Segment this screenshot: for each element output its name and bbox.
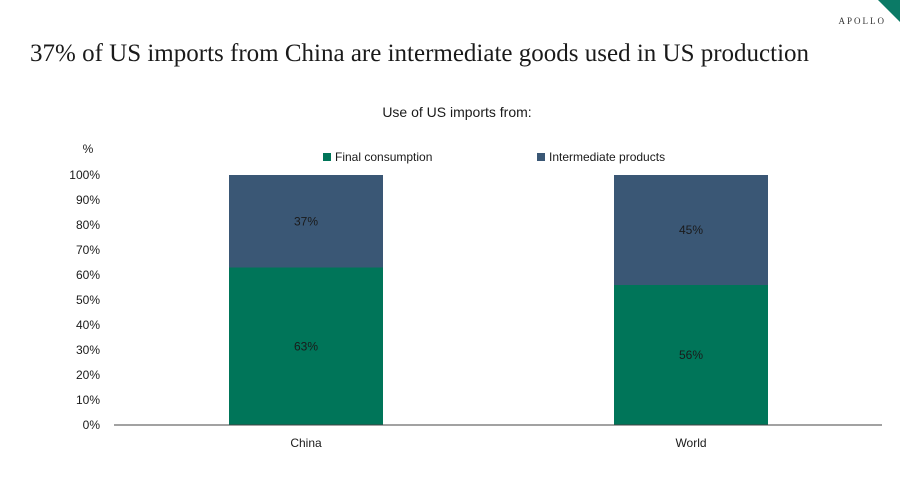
bar-segment-world-final	[614, 285, 768, 425]
legend-swatch	[537, 153, 545, 161]
bar-segment-world-intermediate	[614, 175, 768, 285]
x-tick-label: World	[675, 436, 706, 450]
x-axis: China World	[290, 436, 706, 450]
legend-label: Final consumption	[335, 150, 432, 164]
y-tick-label: 20%	[76, 368, 100, 382]
bars-group: 63% 37% 56% 45%	[229, 175, 768, 425]
y-tick-label: 60%	[76, 268, 100, 282]
data-label: 45%	[679, 223, 703, 237]
y-tick-label: 0%	[83, 418, 101, 432]
data-label: 56%	[679, 348, 703, 362]
y-tick-label: 100%	[69, 168, 100, 182]
bar-segment-china-final	[229, 267, 383, 425]
y-tick-label: 30%	[76, 343, 100, 357]
y-tick-label: 70%	[76, 243, 100, 257]
x-tick-label: China	[290, 436, 322, 450]
chart-title: Use of US imports from:	[382, 104, 531, 120]
y-axis: 0% 10% 20% 30% 40% 50% 60% 70% 80% 90% 100%	[69, 168, 100, 432]
corner-accent	[878, 0, 900, 22]
legend-swatch	[323, 153, 331, 161]
legend-label: Intermediate products	[549, 150, 665, 164]
brand-logo: APOLLO	[838, 16, 886, 26]
y-tick-label: 10%	[76, 393, 100, 407]
y-tick-label: 50%	[76, 293, 100, 307]
page-headline: 37% of US imports from China are interme…	[30, 40, 810, 67]
bar-segment-china-intermediate	[229, 175, 383, 268]
y-tick-label: 90%	[76, 193, 100, 207]
data-label: 63%	[294, 339, 318, 353]
chart-legend: Final consumption Intermediate products	[323, 150, 665, 164]
y-tick-label: 40%	[76, 318, 100, 332]
y-axis-unit-label: %	[83, 142, 94, 156]
data-label: 37%	[294, 214, 318, 228]
y-tick-label: 80%	[76, 218, 100, 232]
